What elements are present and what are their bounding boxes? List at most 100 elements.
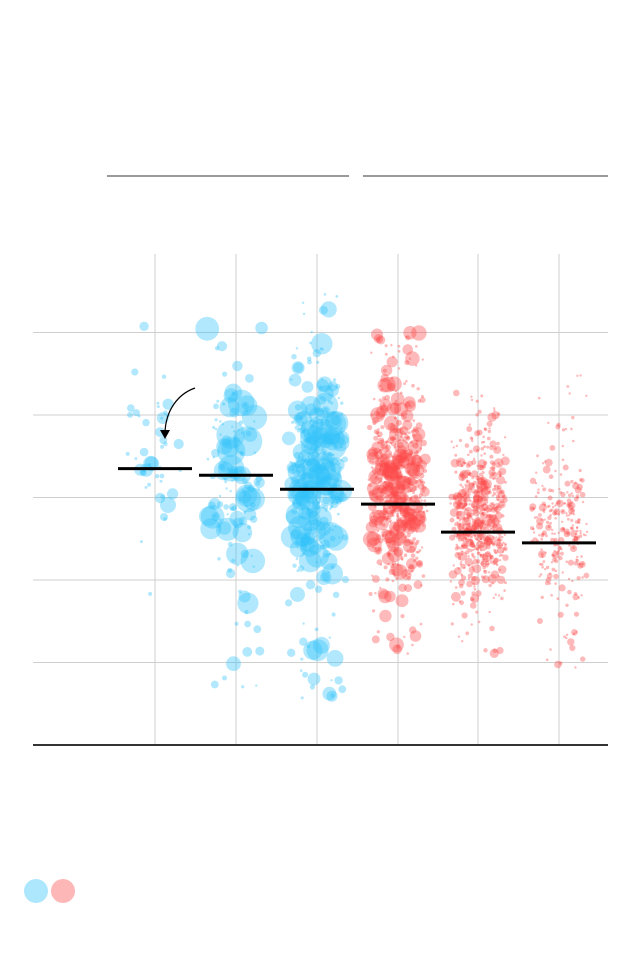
data-point	[458, 600, 461, 603]
data-point	[307, 463, 330, 486]
data-point	[544, 568, 547, 571]
data-point	[500, 553, 504, 557]
data-point	[580, 478, 585, 483]
data-point	[570, 492, 574, 495]
data-point	[464, 483, 468, 487]
data-point	[326, 457, 332, 463]
data-point	[389, 524, 405, 540]
data-point	[397, 445, 400, 448]
data-point	[319, 541, 322, 544]
data-point	[322, 544, 325, 547]
data-point	[410, 542, 413, 545]
data-point	[549, 514, 552, 517]
data-point	[469, 528, 473, 532]
data-point	[465, 480, 469, 484]
data-point	[376, 431, 383, 438]
data-point	[386, 632, 395, 642]
data-point	[470, 525, 477, 532]
data-point	[490, 472, 495, 476]
data-point	[408, 450, 414, 456]
data-point	[221, 402, 226, 406]
data-point	[481, 479, 485, 483]
data-point	[462, 471, 465, 475]
data-point	[389, 470, 400, 482]
data-point	[556, 500, 561, 505]
data-point	[300, 536, 316, 552]
data-point	[312, 457, 336, 482]
data-point	[486, 420, 493, 427]
data-point	[466, 426, 473, 432]
data-point	[148, 463, 152, 467]
data-point	[467, 535, 470, 538]
data-point	[402, 480, 406, 484]
data-point	[384, 463, 388, 467]
data-point	[482, 553, 485, 556]
data-point	[480, 560, 487, 567]
data-point	[240, 451, 245, 456]
data-point	[464, 496, 468, 501]
data-point	[368, 592, 373, 596]
data-point	[488, 610, 491, 614]
data-point	[576, 496, 579, 499]
data-point	[383, 404, 386, 407]
data-point	[330, 500, 339, 509]
data-point	[401, 556, 404, 559]
data-point	[224, 480, 228, 484]
data-point	[562, 464, 569, 471]
data-point	[480, 575, 484, 578]
data-point	[475, 413, 480, 417]
data-point	[218, 518, 222, 521]
data-point	[420, 439, 428, 447]
data-point	[456, 534, 461, 539]
data-point	[366, 537, 382, 553]
data-point	[316, 500, 320, 505]
data-point	[227, 541, 233, 547]
data-point	[575, 630, 578, 634]
data-point	[394, 416, 397, 420]
data-point	[492, 596, 495, 600]
data-point	[585, 530, 589, 534]
data-point	[552, 505, 555, 509]
data-point	[296, 521, 300, 525]
data-point	[301, 472, 310, 480]
data-point	[382, 445, 390, 453]
data-point	[492, 648, 498, 653]
data-point	[398, 543, 401, 546]
data-point	[418, 549, 422, 552]
data-point	[229, 407, 240, 418]
data-point	[137, 414, 141, 418]
data-point	[404, 400, 416, 412]
data-point	[391, 436, 396, 440]
data-point	[548, 521, 552, 525]
data-point	[395, 529, 400, 533]
data-point	[377, 434, 380, 438]
data-point	[576, 483, 583, 491]
data-point	[560, 491, 566, 498]
data-point	[481, 575, 490, 584]
data-point	[458, 519, 462, 522]
data-point	[483, 445, 486, 449]
data-point	[538, 575, 541, 578]
data-point	[317, 475, 320, 478]
data-point	[533, 516, 537, 519]
data-point	[298, 506, 312, 520]
data-point	[480, 394, 484, 398]
data-point	[409, 540, 413, 545]
data-point	[301, 462, 305, 465]
data-point	[462, 537, 470, 545]
data-point	[376, 405, 388, 418]
data-point	[232, 426, 263, 457]
data-point	[568, 544, 571, 547]
data-point	[336, 480, 339, 483]
data-point	[415, 539, 420, 544]
data-point	[324, 411, 349, 435]
data-point	[471, 475, 475, 480]
data-point	[331, 528, 334, 532]
median-lines	[118, 467, 596, 545]
data-point	[495, 505, 500, 509]
data-point	[417, 510, 421, 514]
data-point	[316, 520, 319, 523]
data-point	[480, 493, 483, 496]
data-point	[417, 459, 427, 470]
data-point	[382, 484, 388, 490]
